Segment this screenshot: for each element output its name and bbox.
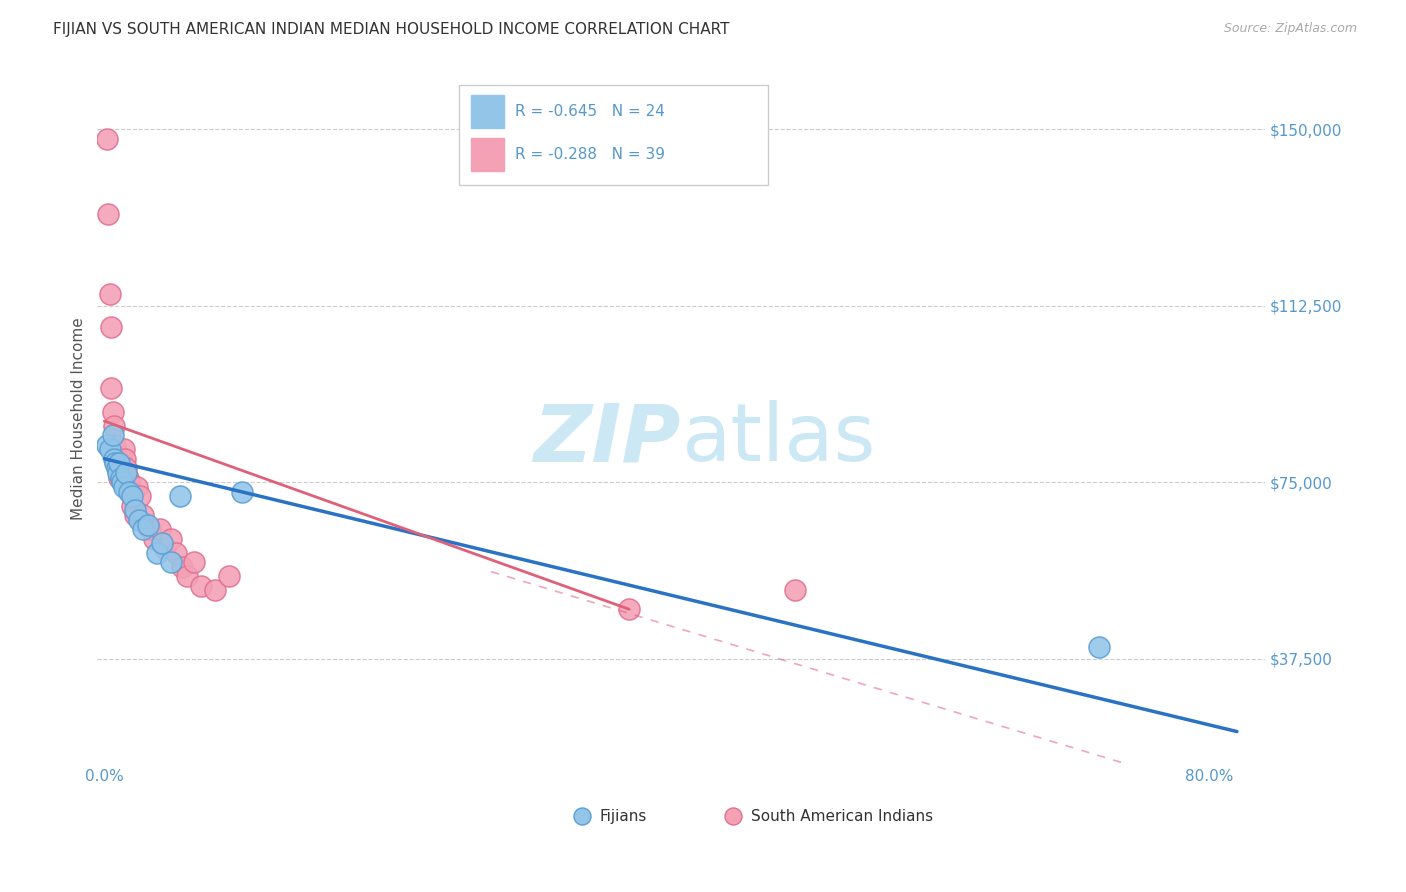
Point xyxy=(115,461,138,475)
Point xyxy=(218,569,240,583)
Point xyxy=(115,466,138,480)
Point xyxy=(118,475,141,490)
Point xyxy=(170,560,193,574)
Point xyxy=(98,287,121,301)
FancyBboxPatch shape xyxy=(460,85,769,185)
Point xyxy=(128,513,150,527)
Point xyxy=(110,451,132,466)
Point xyxy=(108,457,131,471)
Bar xyxy=(471,95,503,128)
Text: South American Indians: South American Indians xyxy=(751,809,934,824)
Point xyxy=(121,489,143,503)
Point xyxy=(120,484,142,499)
Y-axis label: Median Household Income: Median Household Income xyxy=(72,318,86,520)
Point xyxy=(190,579,212,593)
Point xyxy=(118,484,141,499)
Point xyxy=(104,437,127,451)
Point xyxy=(183,555,205,569)
Point xyxy=(103,451,125,466)
Point xyxy=(617,602,640,616)
Point xyxy=(111,475,134,490)
Point xyxy=(117,470,139,484)
Point xyxy=(97,207,120,221)
Point xyxy=(145,546,167,560)
Point xyxy=(783,583,806,598)
Point xyxy=(148,522,170,536)
Point xyxy=(159,555,181,569)
Point xyxy=(153,541,176,555)
Point xyxy=(107,466,129,480)
Point xyxy=(846,828,869,842)
Point xyxy=(105,461,128,475)
Point xyxy=(124,503,146,517)
Point xyxy=(100,320,122,334)
Point xyxy=(176,569,198,583)
Point xyxy=(159,532,181,546)
Point xyxy=(124,508,146,523)
Point xyxy=(112,442,135,457)
Point xyxy=(132,508,155,523)
Point xyxy=(96,132,118,146)
Point xyxy=(114,451,136,466)
Point xyxy=(138,517,160,532)
Point xyxy=(1088,640,1111,654)
Point xyxy=(108,470,131,484)
Point xyxy=(107,461,129,475)
Text: R = -0.288   N = 39: R = -0.288 N = 39 xyxy=(515,147,665,162)
Point xyxy=(101,405,124,419)
Point xyxy=(135,517,157,532)
Point xyxy=(104,457,127,471)
Point xyxy=(129,489,152,503)
Point xyxy=(103,418,125,433)
Point xyxy=(169,489,191,503)
Point xyxy=(101,428,124,442)
Point xyxy=(204,583,226,598)
Point xyxy=(139,522,162,536)
Point xyxy=(98,442,121,457)
Text: R = -0.645   N = 24: R = -0.645 N = 24 xyxy=(515,104,665,120)
Point xyxy=(111,461,134,475)
Point xyxy=(105,451,128,466)
Point xyxy=(100,381,122,395)
Point xyxy=(110,470,132,484)
Text: atlas: atlas xyxy=(681,401,876,478)
Point xyxy=(666,828,689,842)
Text: Fijians: Fijians xyxy=(599,809,647,824)
Point xyxy=(132,522,155,536)
Text: Source: ZipAtlas.com: Source: ZipAtlas.com xyxy=(1223,22,1357,36)
Text: ZIP: ZIP xyxy=(534,401,681,478)
Point xyxy=(165,546,187,560)
Point xyxy=(150,536,173,550)
Point xyxy=(121,499,143,513)
Bar xyxy=(471,138,503,171)
Point xyxy=(127,480,149,494)
Point xyxy=(112,480,135,494)
Text: FIJIAN VS SOUTH AMERICAN INDIAN MEDIAN HOUSEHOLD INCOME CORRELATION CHART: FIJIAN VS SOUTH AMERICAN INDIAN MEDIAN H… xyxy=(53,22,730,37)
Point xyxy=(96,437,118,451)
Point xyxy=(231,484,253,499)
Point xyxy=(143,532,166,546)
